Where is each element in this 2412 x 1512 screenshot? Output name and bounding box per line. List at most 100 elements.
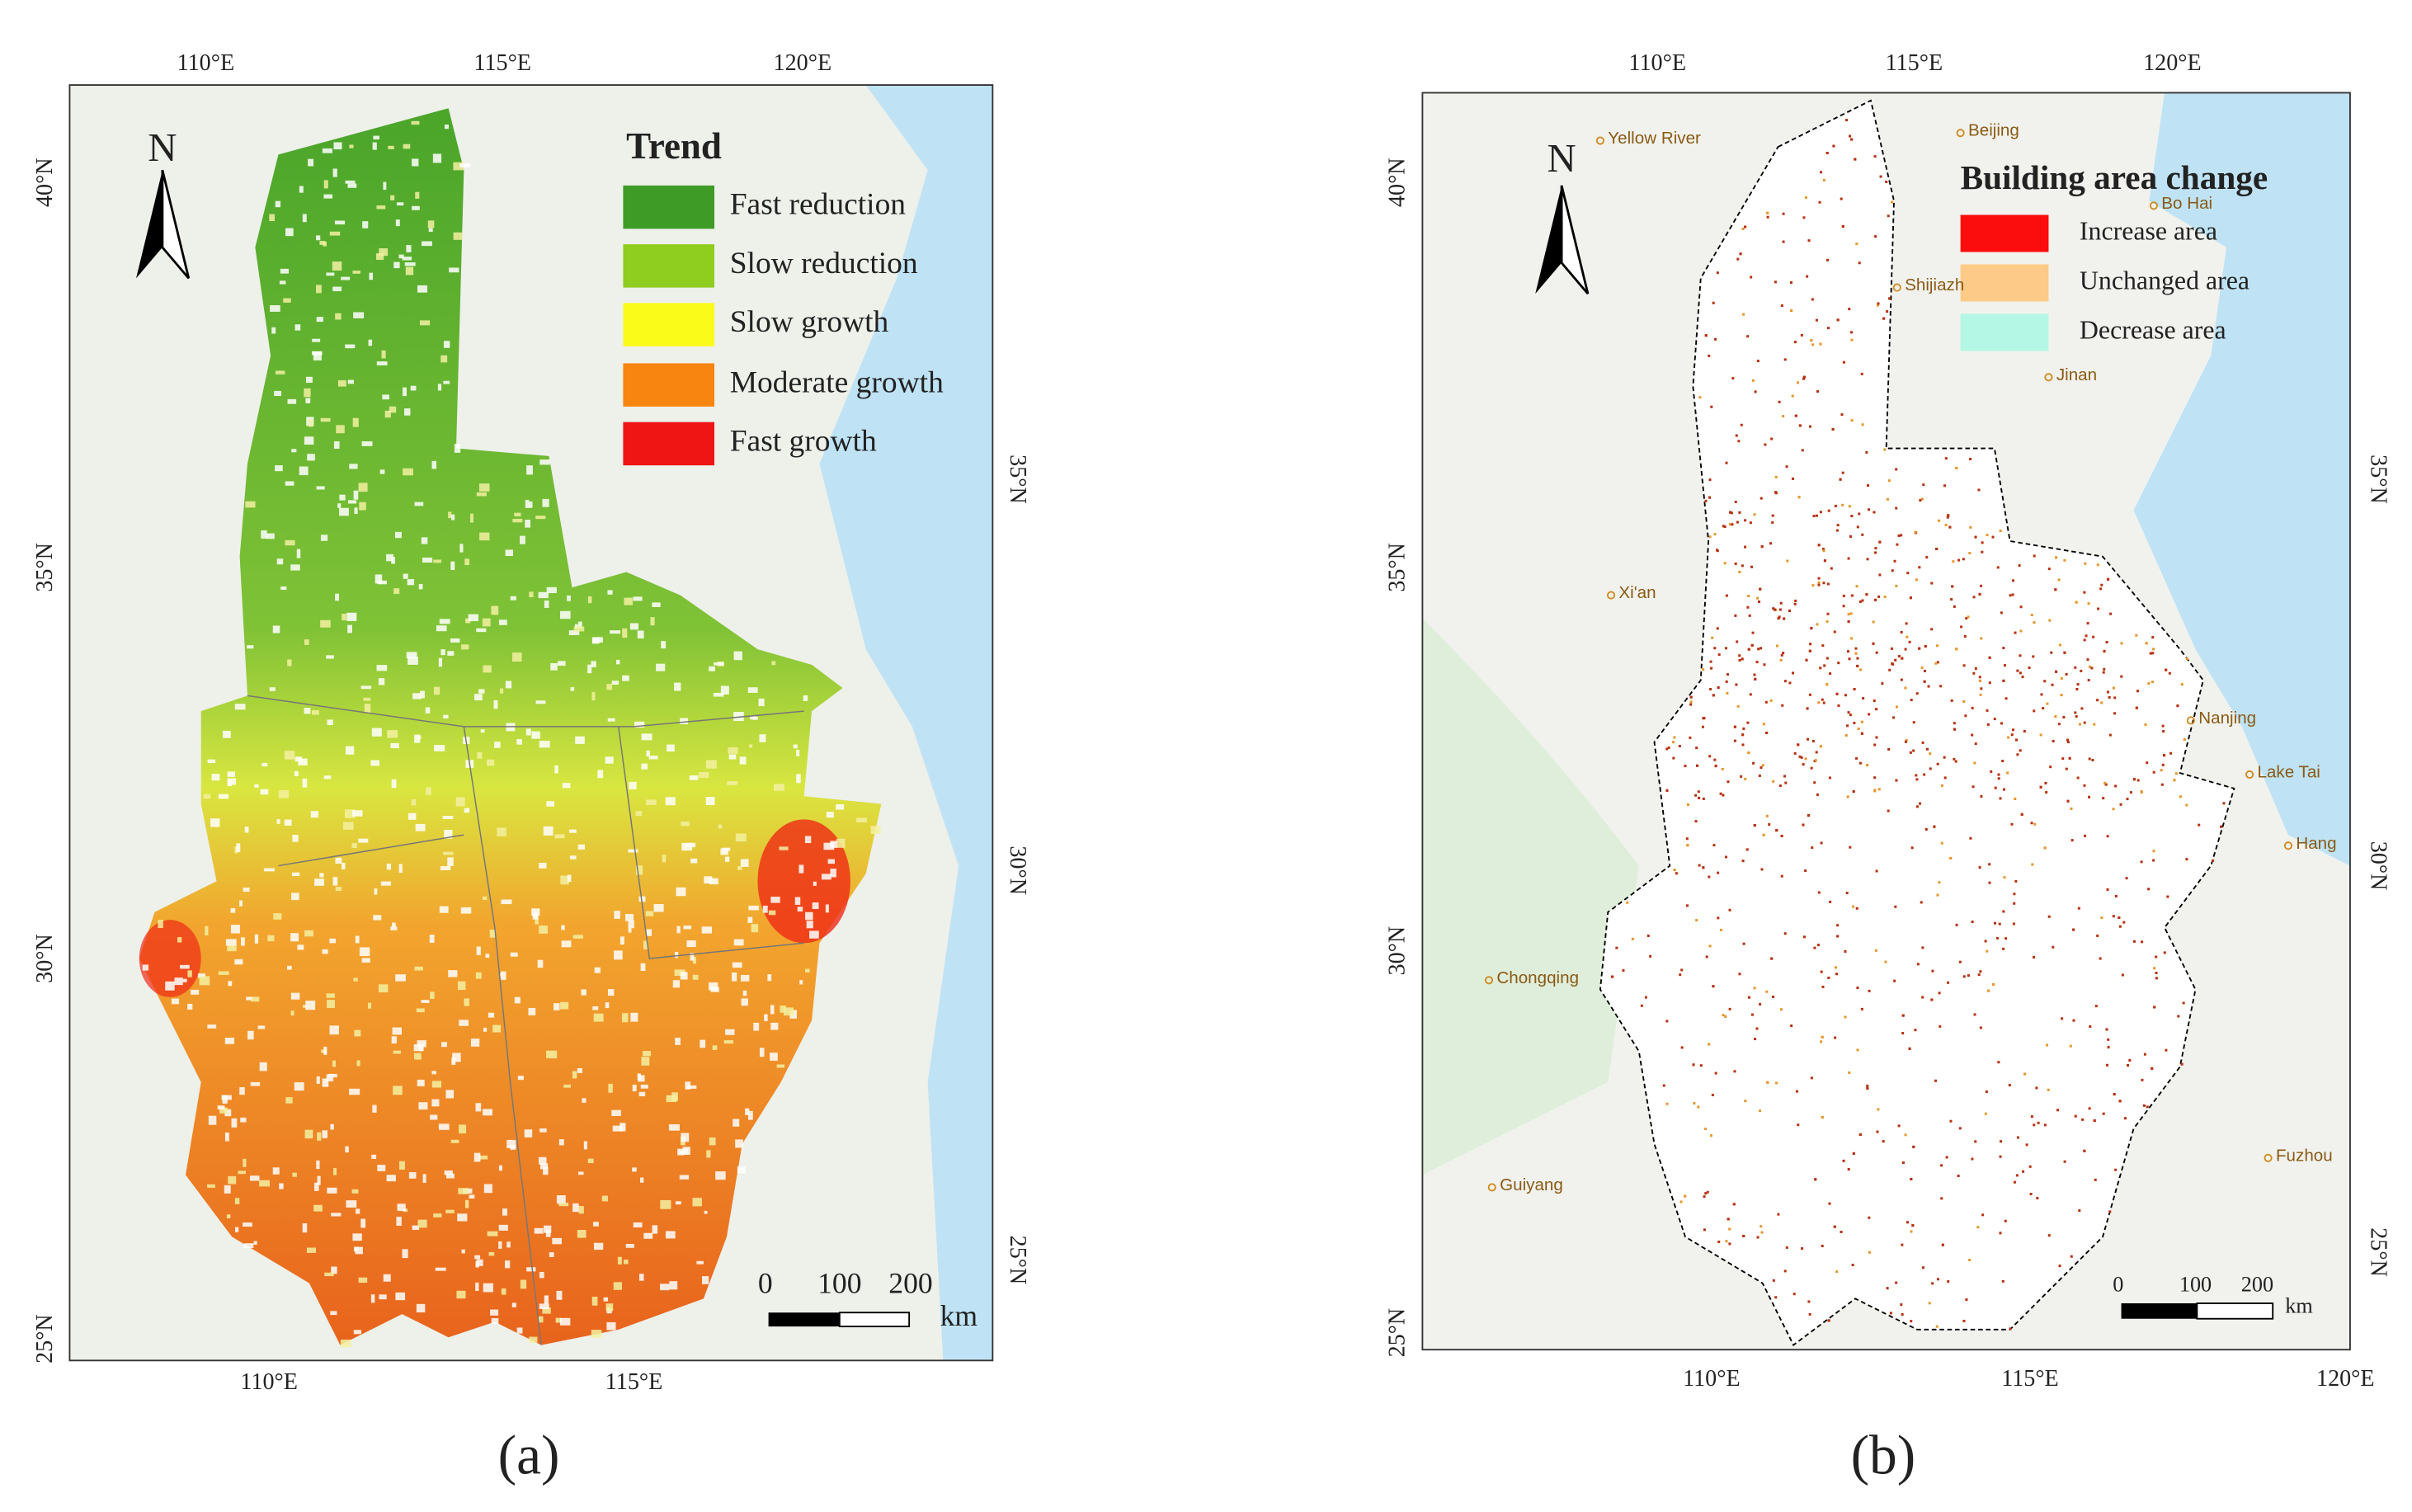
texture bbox=[347, 379, 354, 384]
texture bbox=[418, 1102, 428, 1110]
texture bbox=[2001, 1279, 2005, 1283]
texture bbox=[285, 1097, 293, 1104]
texture bbox=[1834, 966, 1837, 969]
texture bbox=[439, 906, 449, 913]
texture bbox=[374, 888, 378, 895]
texture bbox=[410, 385, 417, 391]
texture bbox=[2033, 709, 2036, 713]
texture bbox=[422, 557, 433, 563]
texture bbox=[1765, 990, 1769, 993]
texture bbox=[1735, 434, 1738, 437]
texture bbox=[1934, 1079, 1937, 1082]
texture bbox=[501, 1288, 506, 1295]
texture bbox=[2011, 593, 2014, 596]
texture bbox=[1866, 558, 1869, 561]
texture bbox=[624, 597, 634, 605]
texture bbox=[1827, 1319, 1830, 1322]
texture bbox=[1722, 1014, 1725, 1017]
texture bbox=[1759, 1109, 1762, 1113]
texture bbox=[1891, 200, 1894, 204]
legend-label: Moderate growth bbox=[730, 365, 944, 399]
texture bbox=[373, 915, 382, 921]
texture bbox=[2147, 888, 2151, 891]
texture bbox=[1753, 987, 1756, 990]
texture bbox=[372, 142, 377, 150]
texture bbox=[493, 699, 498, 709]
texture bbox=[2033, 955, 2036, 959]
texture bbox=[2014, 879, 2018, 883]
texture bbox=[870, 826, 881, 834]
texture bbox=[422, 1174, 426, 1184]
texture bbox=[396, 202, 404, 206]
texture bbox=[368, 339, 373, 346]
texture bbox=[1841, 225, 1844, 228]
texture bbox=[2080, 669, 2083, 672]
texture bbox=[1753, 824, 1756, 827]
texture bbox=[1920, 901, 1923, 904]
texture bbox=[191, 989, 200, 995]
texture bbox=[453, 162, 464, 171]
texture bbox=[1756, 1236, 1760, 1239]
texture bbox=[1873, 699, 1876, 703]
texture bbox=[444, 124, 449, 130]
texture bbox=[297, 944, 304, 950]
texture bbox=[1712, 694, 1715, 697]
texture bbox=[311, 351, 323, 356]
texture bbox=[1680, 968, 1684, 972]
texture bbox=[2047, 568, 2051, 571]
texture bbox=[1979, 584, 1982, 587]
texture bbox=[528, 501, 533, 508]
texture bbox=[546, 801, 555, 807]
texture bbox=[1817, 583, 1821, 586]
texture bbox=[646, 799, 657, 805]
texture bbox=[1825, 683, 1829, 686]
texture bbox=[440, 649, 445, 656]
texture bbox=[294, 1082, 304, 1091]
texture bbox=[1968, 1258, 1972, 1261]
texture bbox=[2183, 738, 2186, 742]
texture bbox=[531, 908, 540, 916]
texture bbox=[1712, 985, 1715, 988]
texture bbox=[207, 759, 216, 764]
texture bbox=[1794, 414, 1797, 417]
place-name: Bo Hai bbox=[2161, 194, 2212, 213]
texture bbox=[612, 1125, 624, 1132]
texture bbox=[331, 1266, 337, 1274]
texture bbox=[2179, 795, 2182, 798]
texture bbox=[1822, 178, 1825, 181]
texture bbox=[354, 1029, 361, 1037]
place-marker bbox=[1595, 136, 1604, 145]
texture bbox=[1716, 549, 1719, 553]
texture bbox=[2020, 813, 2023, 816]
texture bbox=[1760, 868, 1764, 871]
texture bbox=[1856, 657, 1859, 660]
texture bbox=[2088, 1107, 2091, 1110]
texture bbox=[2108, 1210, 2112, 1213]
texture bbox=[476, 946, 481, 955]
texture bbox=[421, 1000, 430, 1003]
texture bbox=[247, 1030, 254, 1040]
texture bbox=[2152, 859, 2155, 862]
texture bbox=[273, 913, 282, 920]
texture bbox=[359, 502, 366, 511]
texture bbox=[1815, 514, 1818, 517]
texture bbox=[269, 214, 276, 222]
texture bbox=[1734, 562, 1737, 565]
texture bbox=[1728, 908, 1731, 911]
texture bbox=[709, 878, 718, 885]
texture bbox=[1774, 608, 1777, 611]
texture bbox=[591, 691, 596, 701]
texture bbox=[1680, 1046, 1684, 1049]
texture bbox=[1760, 497, 1763, 500]
texture bbox=[457, 981, 466, 991]
texture bbox=[1825, 657, 1829, 660]
texture bbox=[1811, 298, 1814, 301]
texture bbox=[1875, 736, 1878, 739]
texture bbox=[1906, 635, 1909, 638]
texture bbox=[442, 816, 454, 819]
texture bbox=[1746, 335, 1750, 338]
texture bbox=[550, 662, 558, 671]
texture bbox=[2063, 558, 2066, 562]
terrain bbox=[1422, 618, 1639, 1175]
texture bbox=[2005, 697, 2008, 700]
